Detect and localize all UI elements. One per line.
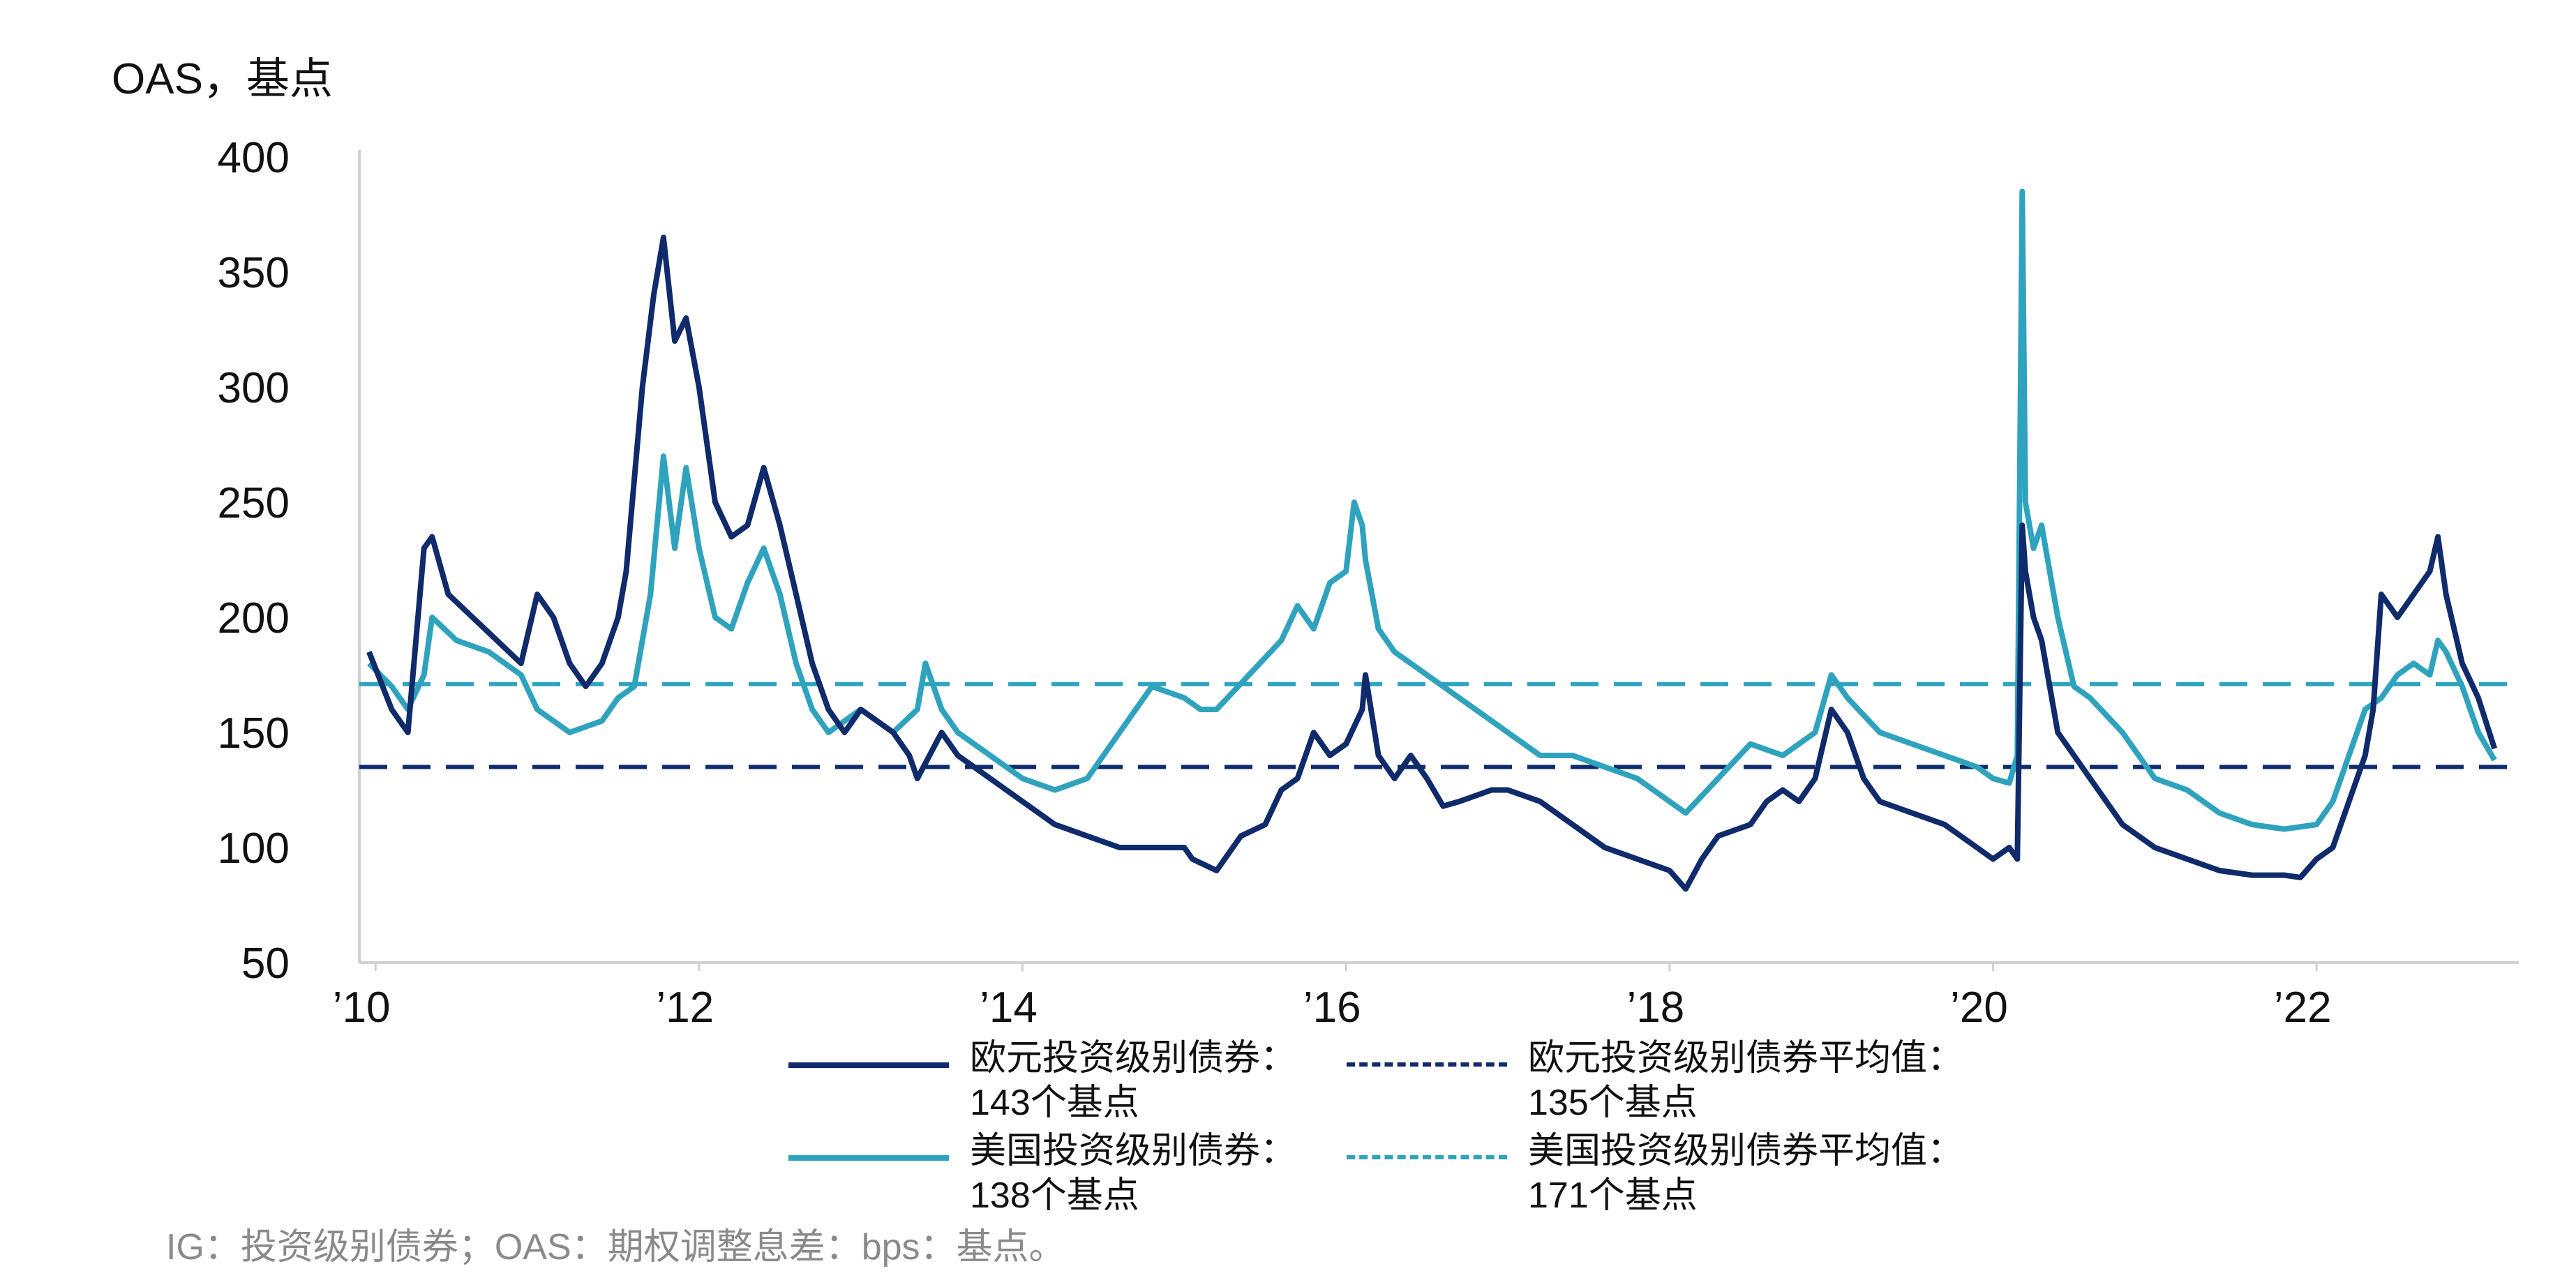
x-tick-label: ’22 (2274, 984, 2332, 1032)
y-tick-label: 50 (241, 940, 290, 988)
y-tick-label: 200 (218, 594, 290, 642)
legend-eur-ig-avg: 欧元投资级别债券平均值： 135个基点 (1347, 1036, 1963, 1125)
y-tick-label: 250 (218, 479, 290, 527)
series-line-us-ig (367, 188, 2497, 832)
x-tick-label: ’14 (980, 984, 1038, 1032)
y-tick-label: 400 (218, 134, 290, 182)
legend-eur-ig: 欧元投资级别债券： 143个基点 (788, 1036, 1296, 1125)
legend-value-us-ig: 138个基点 (970, 1175, 1139, 1216)
legend-label-us-ig: 美国投资级别债券： (970, 1131, 1297, 1171)
legend-swatch-us-ig (788, 1155, 949, 1161)
x-tick-label: ’20 (1950, 984, 2008, 1032)
y-tick-label: 100 (218, 825, 290, 873)
legend-swatch-eur-ig (788, 1062, 949, 1068)
legend-value-eur-ig-avg: 135个基点 (1528, 1083, 1698, 1123)
legend-label-eur-ig: 欧元投资级别债券： (970, 1038, 1297, 1078)
y-axis-title: OAS，基点 (112, 55, 333, 103)
y-tick-label: 300 (218, 364, 290, 412)
legend-label-us-ig-avg: 美国投资级别债券平均值： (1528, 1131, 1964, 1171)
legend-swatch-eur-ig-avg (1347, 1062, 1507, 1067)
legend-value-us-ig-avg: 171个基点 (1528, 1175, 1698, 1216)
x-tick-label: ’18 (1626, 984, 1684, 1032)
legend-us-ig: 美国投资级别债券： 138个基点 (788, 1129, 1296, 1218)
legend-swatch-us-ig-avg (1347, 1155, 1507, 1159)
y-tick-label: 350 (218, 249, 290, 297)
footnote: IG：投资级别债券；OAS：期权调整息差：bps：基点。 (166, 1227, 1065, 1267)
x-tick-label: ’10 (333, 984, 391, 1032)
y-tick-label: 150 (218, 709, 290, 758)
legend-label-eur-ig-avg: 欧元投资级别债券平均值： (1528, 1038, 1964, 1078)
legend-value-eur-ig: 143个基点 (970, 1083, 1139, 1123)
x-tick-label: ’12 (656, 984, 714, 1032)
x-tick-label: ’16 (1303, 984, 1361, 1032)
series-line-eur-ig (366, 234, 2498, 892)
legend-us-ig-avg: 美国投资级别债券平均值： 171个基点 (1347, 1129, 1963, 1218)
